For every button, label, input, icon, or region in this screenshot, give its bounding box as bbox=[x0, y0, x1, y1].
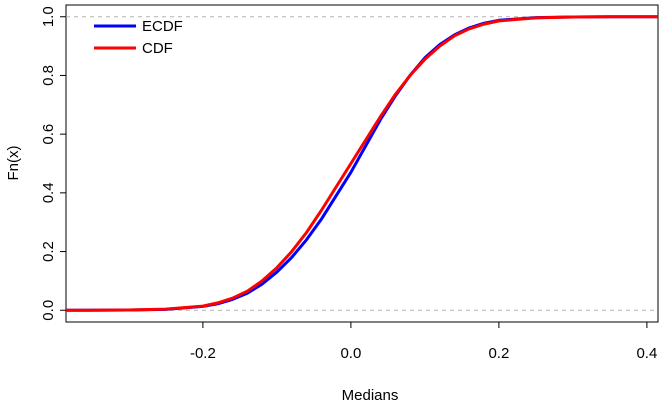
legend-label-cdf: CDF bbox=[142, 40, 173, 57]
x-tick-label: -0.2 bbox=[190, 345, 216, 362]
y-tick-label: 0.0 bbox=[40, 300, 57, 321]
y-tick-label: 1.0 bbox=[40, 6, 57, 27]
x-axis-title: Medians bbox=[342, 387, 399, 404]
plot-frame bbox=[65, 4, 659, 323]
y-tick-label: 0.2 bbox=[40, 241, 57, 262]
y-axis-title: Fn(x) bbox=[5, 146, 22, 181]
y-tick-label: 0.8 bbox=[40, 65, 57, 86]
series-line-cdf bbox=[66, 15, 658, 312]
legend-label-ecdf: ECDF bbox=[142, 18, 183, 35]
x-tick-label: 0.4 bbox=[636, 345, 657, 362]
series-line-ecdf bbox=[66, 15, 658, 312]
x-tick-label: 0.0 bbox=[340, 345, 361, 362]
y-tick-label: 0.6 bbox=[40, 124, 57, 145]
x-tick-label: 0.2 bbox=[488, 345, 509, 362]
legend: ECDF CDF bbox=[94, 18, 183, 57]
y-tick-label: 0.4 bbox=[40, 182, 57, 203]
